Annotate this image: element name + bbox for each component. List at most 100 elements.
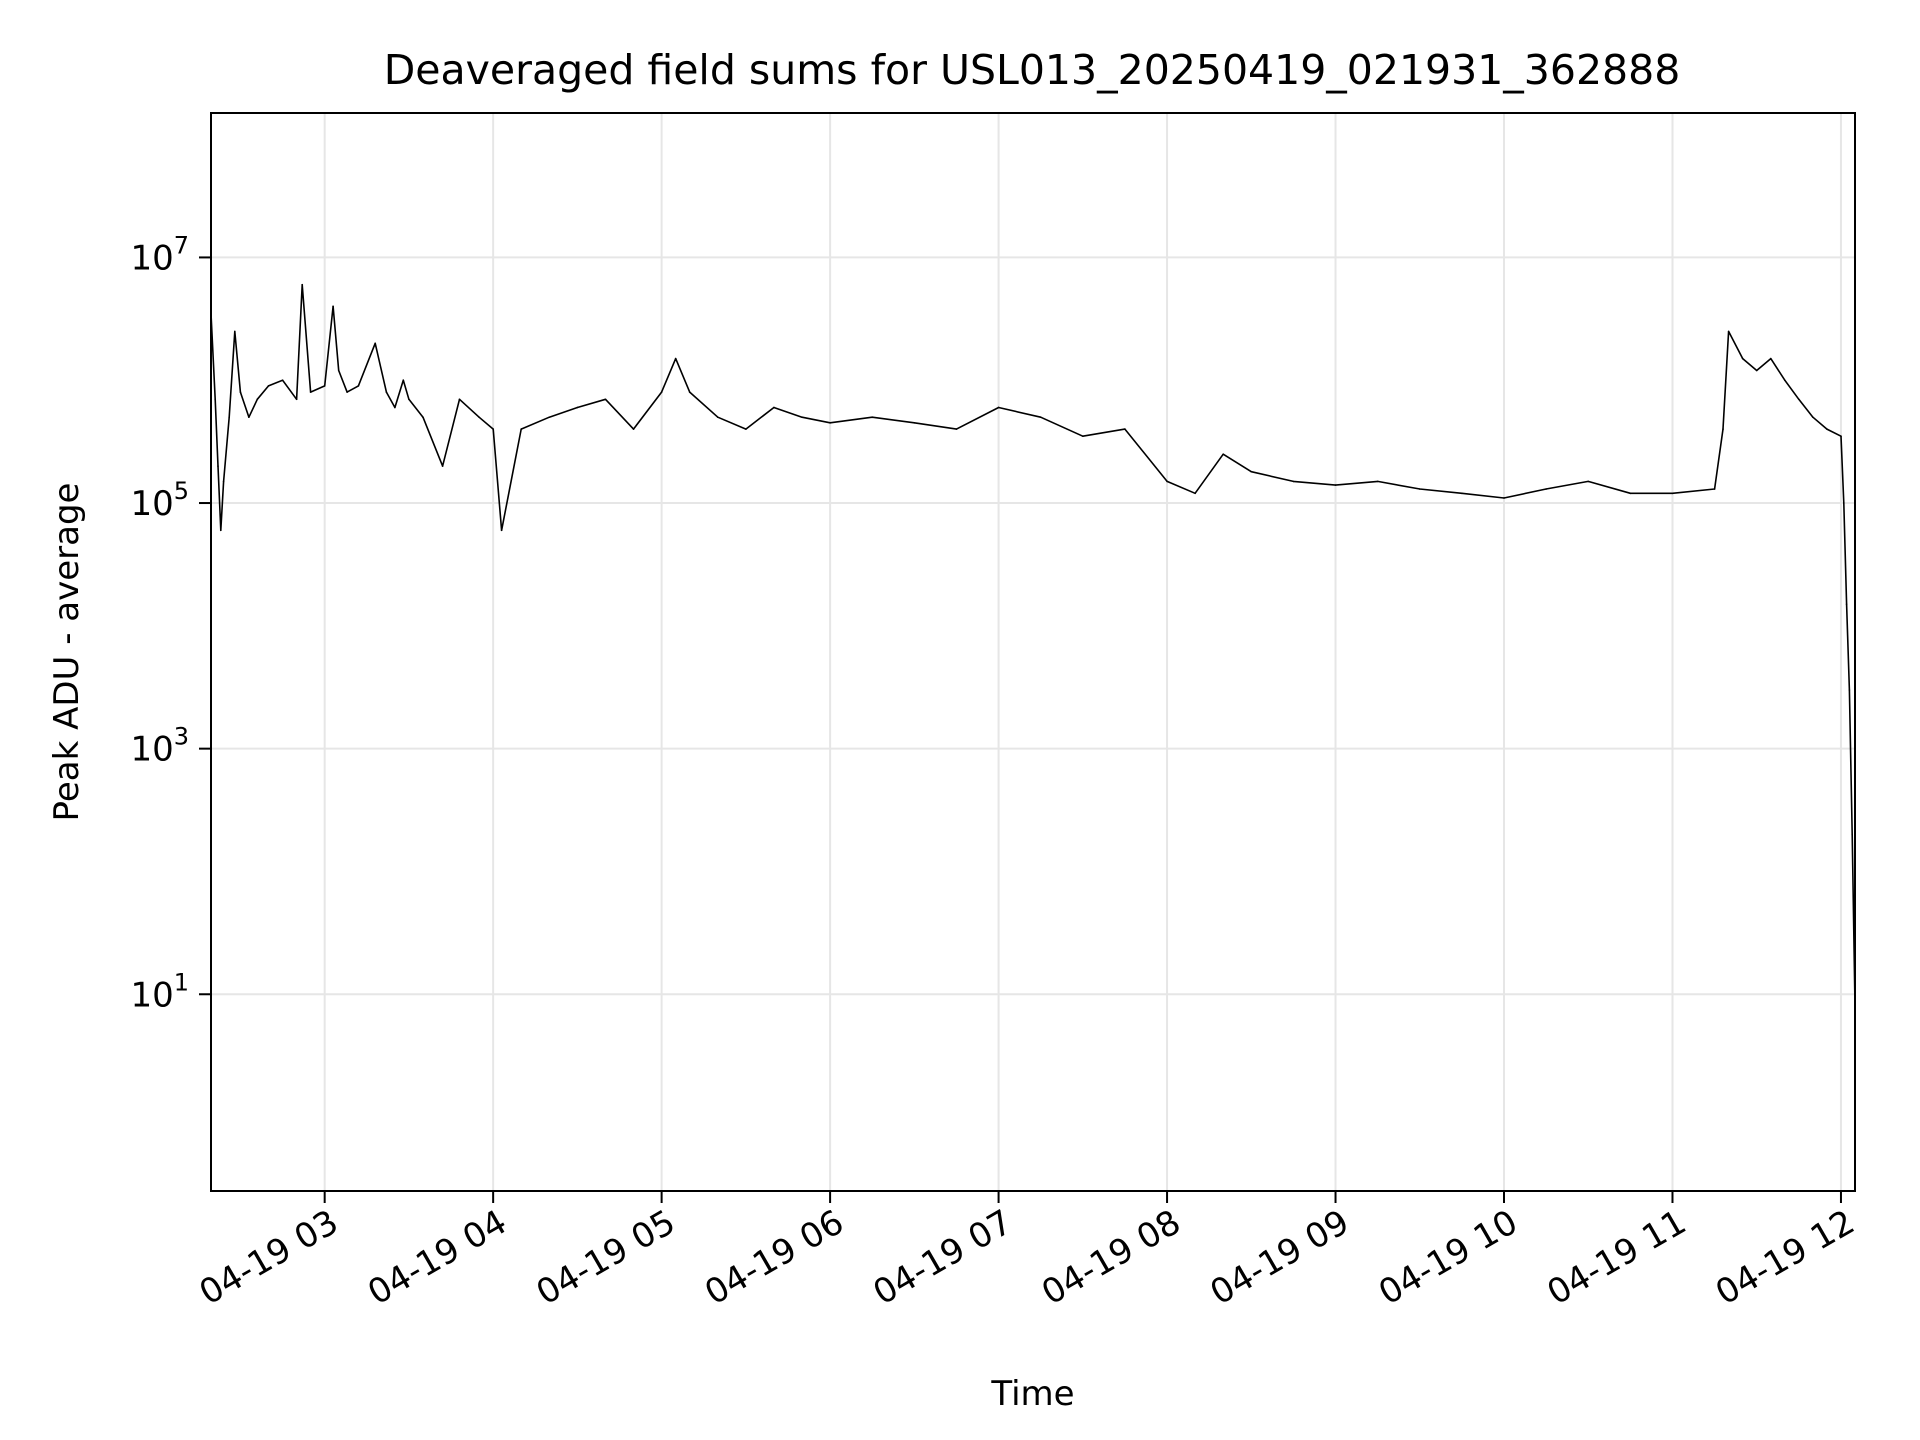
data-point bbox=[1851, 833, 1853, 836]
y-tick-exponent: 7 bbox=[174, 231, 189, 259]
data-point bbox=[239, 391, 242, 393]
data-point bbox=[441, 465, 444, 467]
data-point bbox=[1250, 470, 1253, 473]
data-point bbox=[492, 428, 494, 430]
data-point bbox=[281, 379, 284, 382]
y-tick-base: 10 bbox=[130, 975, 173, 1015]
y-tick-label: 107 bbox=[130, 231, 189, 278]
axes-frame bbox=[210, 112, 1856, 1192]
data-point bbox=[1629, 492, 1632, 495]
data-point bbox=[660, 391, 663, 393]
data-point bbox=[688, 391, 691, 393]
data-point bbox=[1124, 428, 1126, 430]
data-point bbox=[408, 398, 410, 401]
y-tick-exponent: 1 bbox=[174, 968, 189, 996]
data-point bbox=[222, 480, 225, 483]
data-point bbox=[1082, 435, 1084, 438]
data-point bbox=[1812, 416, 1814, 419]
data-point bbox=[632, 428, 635, 430]
data-point bbox=[422, 416, 424, 419]
data-point bbox=[829, 422, 831, 424]
data-point bbox=[295, 398, 298, 401]
data-point bbox=[1842, 502, 1845, 504]
y-tick-base: 10 bbox=[130, 484, 173, 524]
data-point bbox=[234, 330, 236, 333]
data-point bbox=[248, 416, 250, 419]
data-point bbox=[913, 422, 916, 424]
data-point bbox=[323, 385, 326, 387]
data-point bbox=[394, 406, 396, 409]
y-tick-base: 10 bbox=[130, 238, 173, 278]
data-point bbox=[309, 391, 312, 393]
y-tick-label: 103 bbox=[130, 723, 189, 770]
data-point bbox=[1334, 484, 1337, 486]
y-axis-label: Peak ADU - average bbox=[47, 483, 87, 822]
data-point bbox=[214, 398, 216, 401]
data-point bbox=[1848, 689, 1851, 691]
data-point bbox=[267, 385, 270, 387]
data-point bbox=[1222, 453, 1225, 455]
data-point bbox=[1722, 428, 1724, 430]
data-point bbox=[1545, 488, 1547, 490]
y-tick-label: 101 bbox=[130, 968, 189, 1015]
data-point bbox=[500, 529, 503, 532]
data-point bbox=[256, 398, 259, 401]
data-point bbox=[871, 416, 874, 419]
data-point bbox=[955, 428, 958, 430]
chart-title: Deaveraged field sums for USL013_2025041… bbox=[384, 46, 1681, 94]
data-point bbox=[332, 305, 334, 308]
data-point bbox=[716, 416, 719, 419]
data-point bbox=[1376, 480, 1379, 483]
data-point bbox=[801, 416, 803, 419]
data-point bbox=[576, 406, 579, 409]
data-point bbox=[1292, 480, 1295, 483]
data-point bbox=[745, 428, 747, 430]
data-point bbox=[1826, 428, 1828, 430]
data-point bbox=[228, 416, 231, 419]
data-point bbox=[1418, 488, 1421, 490]
data-point bbox=[1845, 603, 1848, 606]
data-point bbox=[1587, 480, 1590, 483]
data-point bbox=[773, 406, 775, 409]
data-point bbox=[604, 398, 607, 401]
data-point bbox=[1798, 398, 1800, 401]
y-tick-base: 10 bbox=[130, 730, 173, 770]
data-point bbox=[1713, 488, 1716, 490]
data-point bbox=[346, 391, 348, 393]
data-point bbox=[548, 416, 551, 419]
grid bbox=[211, 113, 1855, 1191]
data-point bbox=[337, 369, 340, 372]
data-point bbox=[458, 398, 461, 401]
data-point bbox=[301, 283, 304, 286]
data-point bbox=[219, 529, 222, 532]
y-tick-label: 105 bbox=[130, 477, 189, 524]
data-point bbox=[385, 391, 388, 393]
data-point bbox=[1461, 492, 1463, 495]
series-layer bbox=[210, 283, 1856, 1007]
data-point bbox=[520, 428, 523, 430]
data-point bbox=[997, 406, 1000, 409]
data-point bbox=[1741, 357, 1744, 360]
x-axis-label: Time bbox=[990, 1374, 1074, 1414]
data-point bbox=[1769, 357, 1772, 360]
data-point bbox=[1727, 330, 1730, 333]
y-tick-exponent: 5 bbox=[174, 477, 189, 505]
data-point bbox=[1503, 497, 1505, 499]
data-point bbox=[1194, 492, 1196, 495]
data-point bbox=[1840, 435, 1842, 438]
data-point bbox=[1671, 492, 1674, 495]
data-point bbox=[357, 385, 360, 387]
data-point bbox=[402, 379, 405, 382]
data-point bbox=[674, 357, 677, 360]
data-point bbox=[1755, 369, 1758, 372]
data-point bbox=[217, 465, 219, 467]
data-point bbox=[1166, 480, 1168, 483]
data-point bbox=[478, 416, 480, 419]
data-point bbox=[374, 342, 377, 345]
data-point bbox=[1039, 416, 1042, 419]
y-tick-exponent: 3 bbox=[174, 723, 189, 751]
data-point bbox=[1784, 379, 1786, 382]
